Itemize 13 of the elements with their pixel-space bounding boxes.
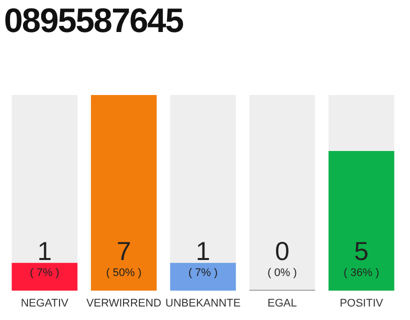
data-label: 7 ( 50% ) (106, 236, 142, 279)
data-label: 1 ( 7% ) (188, 236, 218, 279)
x-tick-label: UNBEKANNTE (165, 297, 241, 310)
bar (12, 262, 78, 291)
data-label: 5 ( 36% ) (344, 236, 380, 279)
chart-title: 0895587645 (4, 2, 184, 41)
data-label: 1 ( 7% ) (30, 236, 60, 279)
x-tick-label: VERWIRREND (86, 297, 162, 310)
x-tick-label: POSITIV (340, 297, 384, 310)
bar (170, 262, 236, 291)
x-tick-label: NEGATIV (20, 297, 69, 310)
data-label: 0 ( 0% ) (268, 236, 297, 279)
x-tick-label: EGAL (268, 297, 297, 310)
